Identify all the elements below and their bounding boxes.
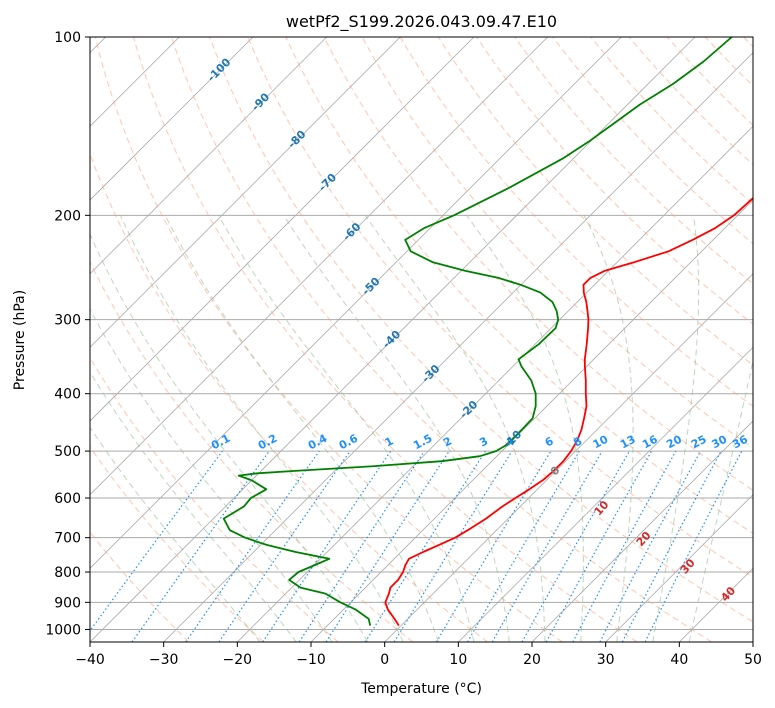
moist-adiabat-line [652, 215, 700, 642]
moist-adiabat-line [90, 426, 261, 642]
x-tick-label: 0 [380, 652, 389, 668]
dry-adiabat-line [514, 37, 753, 285]
isotherm-line [458, 346, 753, 642]
temperature-profile-line [384, 196, 753, 627]
isotherm-line [90, 37, 327, 275]
y-tick-label: 900 [54, 595, 81, 611]
dry-adiabat-line [285, 37, 753, 535]
isotherm-line [90, 37, 254, 201]
dry-adiabat-line [323, 37, 753, 491]
isotherm-line [90, 37, 622, 569]
chart-title: wetPf2_S199.2026.043.09.47.E10 [286, 12, 557, 32]
isotherm-line [237, 125, 753, 642]
dry-adiabat-line [247, 37, 753, 578]
moist-adiabat-line [90, 308, 333, 642]
y-axis: 1000 900 800 700 600 500 400 300 200 100 [45, 30, 90, 638]
y-tick-label: 1000 [45, 622, 81, 638]
isotherm-line [531, 420, 753, 642]
y-tick-label: 500 [54, 444, 81, 460]
dry-adiabat-line [90, 260, 414, 642]
moist-adiabat-line [364, 215, 546, 642]
y-tick-label: 100 [54, 30, 81, 46]
x-tick-label: 30 [597, 652, 615, 668]
x-axis-label: Temperature (°C) [360, 681, 482, 697]
isotherm-line [163, 52, 753, 642]
moist-adiabat-line [119, 215, 404, 642]
mixing-ratio-label: 20 [664, 432, 684, 451]
mixing-ratio-label: 16 [640, 433, 660, 452]
mixing-ratio-line [545, 450, 653, 642]
y-axis-label: Pressure (hPa) [12, 290, 28, 390]
x-tick-label: −40 [75, 652, 105, 668]
y-tick-label: 300 [54, 313, 81, 329]
moist-adiabat-line [466, 215, 584, 642]
x-tick-label: −30 [149, 652, 179, 668]
mixing-ratio-label: 13 [618, 433, 638, 452]
dry-adiabat-line [476, 37, 753, 325]
mixing-ratio-line [393, 450, 513, 642]
moist-adiabat-line [164, 215, 439, 642]
isotherm-line [90, 37, 475, 422]
isotherm-line [90, 37, 548, 496]
mixing-ratio-label: 10 [591, 432, 611, 451]
moist-adiabat-line [218, 215, 475, 642]
mixing-ratio-line [325, 450, 450, 642]
mixing-ratio-line [185, 450, 320, 642]
y-tick-label: 700 [54, 531, 81, 547]
mixing-ratio-line [218, 450, 351, 642]
mixing-ratio-label: 25 [689, 433, 709, 452]
mixing-ratio-line [644, 450, 743, 642]
isotherm-line [605, 494, 753, 642]
x-tick-label: 10 [449, 652, 467, 668]
moist-adiabat-line [583, 215, 634, 642]
dry-adiabat-line [90, 356, 339, 642]
isotherm-line [90, 37, 401, 348]
dry-adiabat-line [209, 37, 753, 623]
x-axis: −40 −30 −20 −10 0 10 20 30 40 50 [75, 642, 762, 668]
mixing-ratio-line [131, 450, 270, 642]
mixing-ratio-line [572, 450, 677, 642]
dry-adiabat-line [90, 446, 264, 642]
x-tick-label: 50 [744, 652, 762, 668]
x-tick-label: 20 [523, 652, 541, 668]
mixing-ratio-label: 30 [710, 433, 730, 452]
x-tick-label: 40 [670, 652, 688, 668]
data-series [222, 37, 753, 627]
isotherm-line [384, 273, 753, 642]
mixing-ratio-line [521, 450, 631, 642]
mixing-ratio-label: 36 [730, 433, 750, 452]
mixing-ratio-line [262, 450, 392, 642]
plot-frame [89, 36, 754, 643]
dewpoint-profile-line [222, 37, 733, 626]
mixing-ratio-line [90, 450, 223, 632]
y-tick-label: 800 [54, 565, 81, 581]
dry-adiabat-line [132, 37, 638, 642]
dry-adiabat-line [171, 37, 712, 642]
y-tick-label: 600 [54, 491, 81, 507]
x-tick-label: −10 [296, 652, 326, 668]
mixing-ratio-line [298, 450, 425, 642]
y-tick-label: 200 [54, 208, 81, 224]
y-tick-label: 400 [54, 387, 81, 403]
moist-adiabat-line [90, 370, 297, 642]
x-tick-label: −20 [223, 652, 253, 668]
moist-adiabat-line [283, 215, 510, 642]
dry-adiabat-line [94, 37, 563, 642]
